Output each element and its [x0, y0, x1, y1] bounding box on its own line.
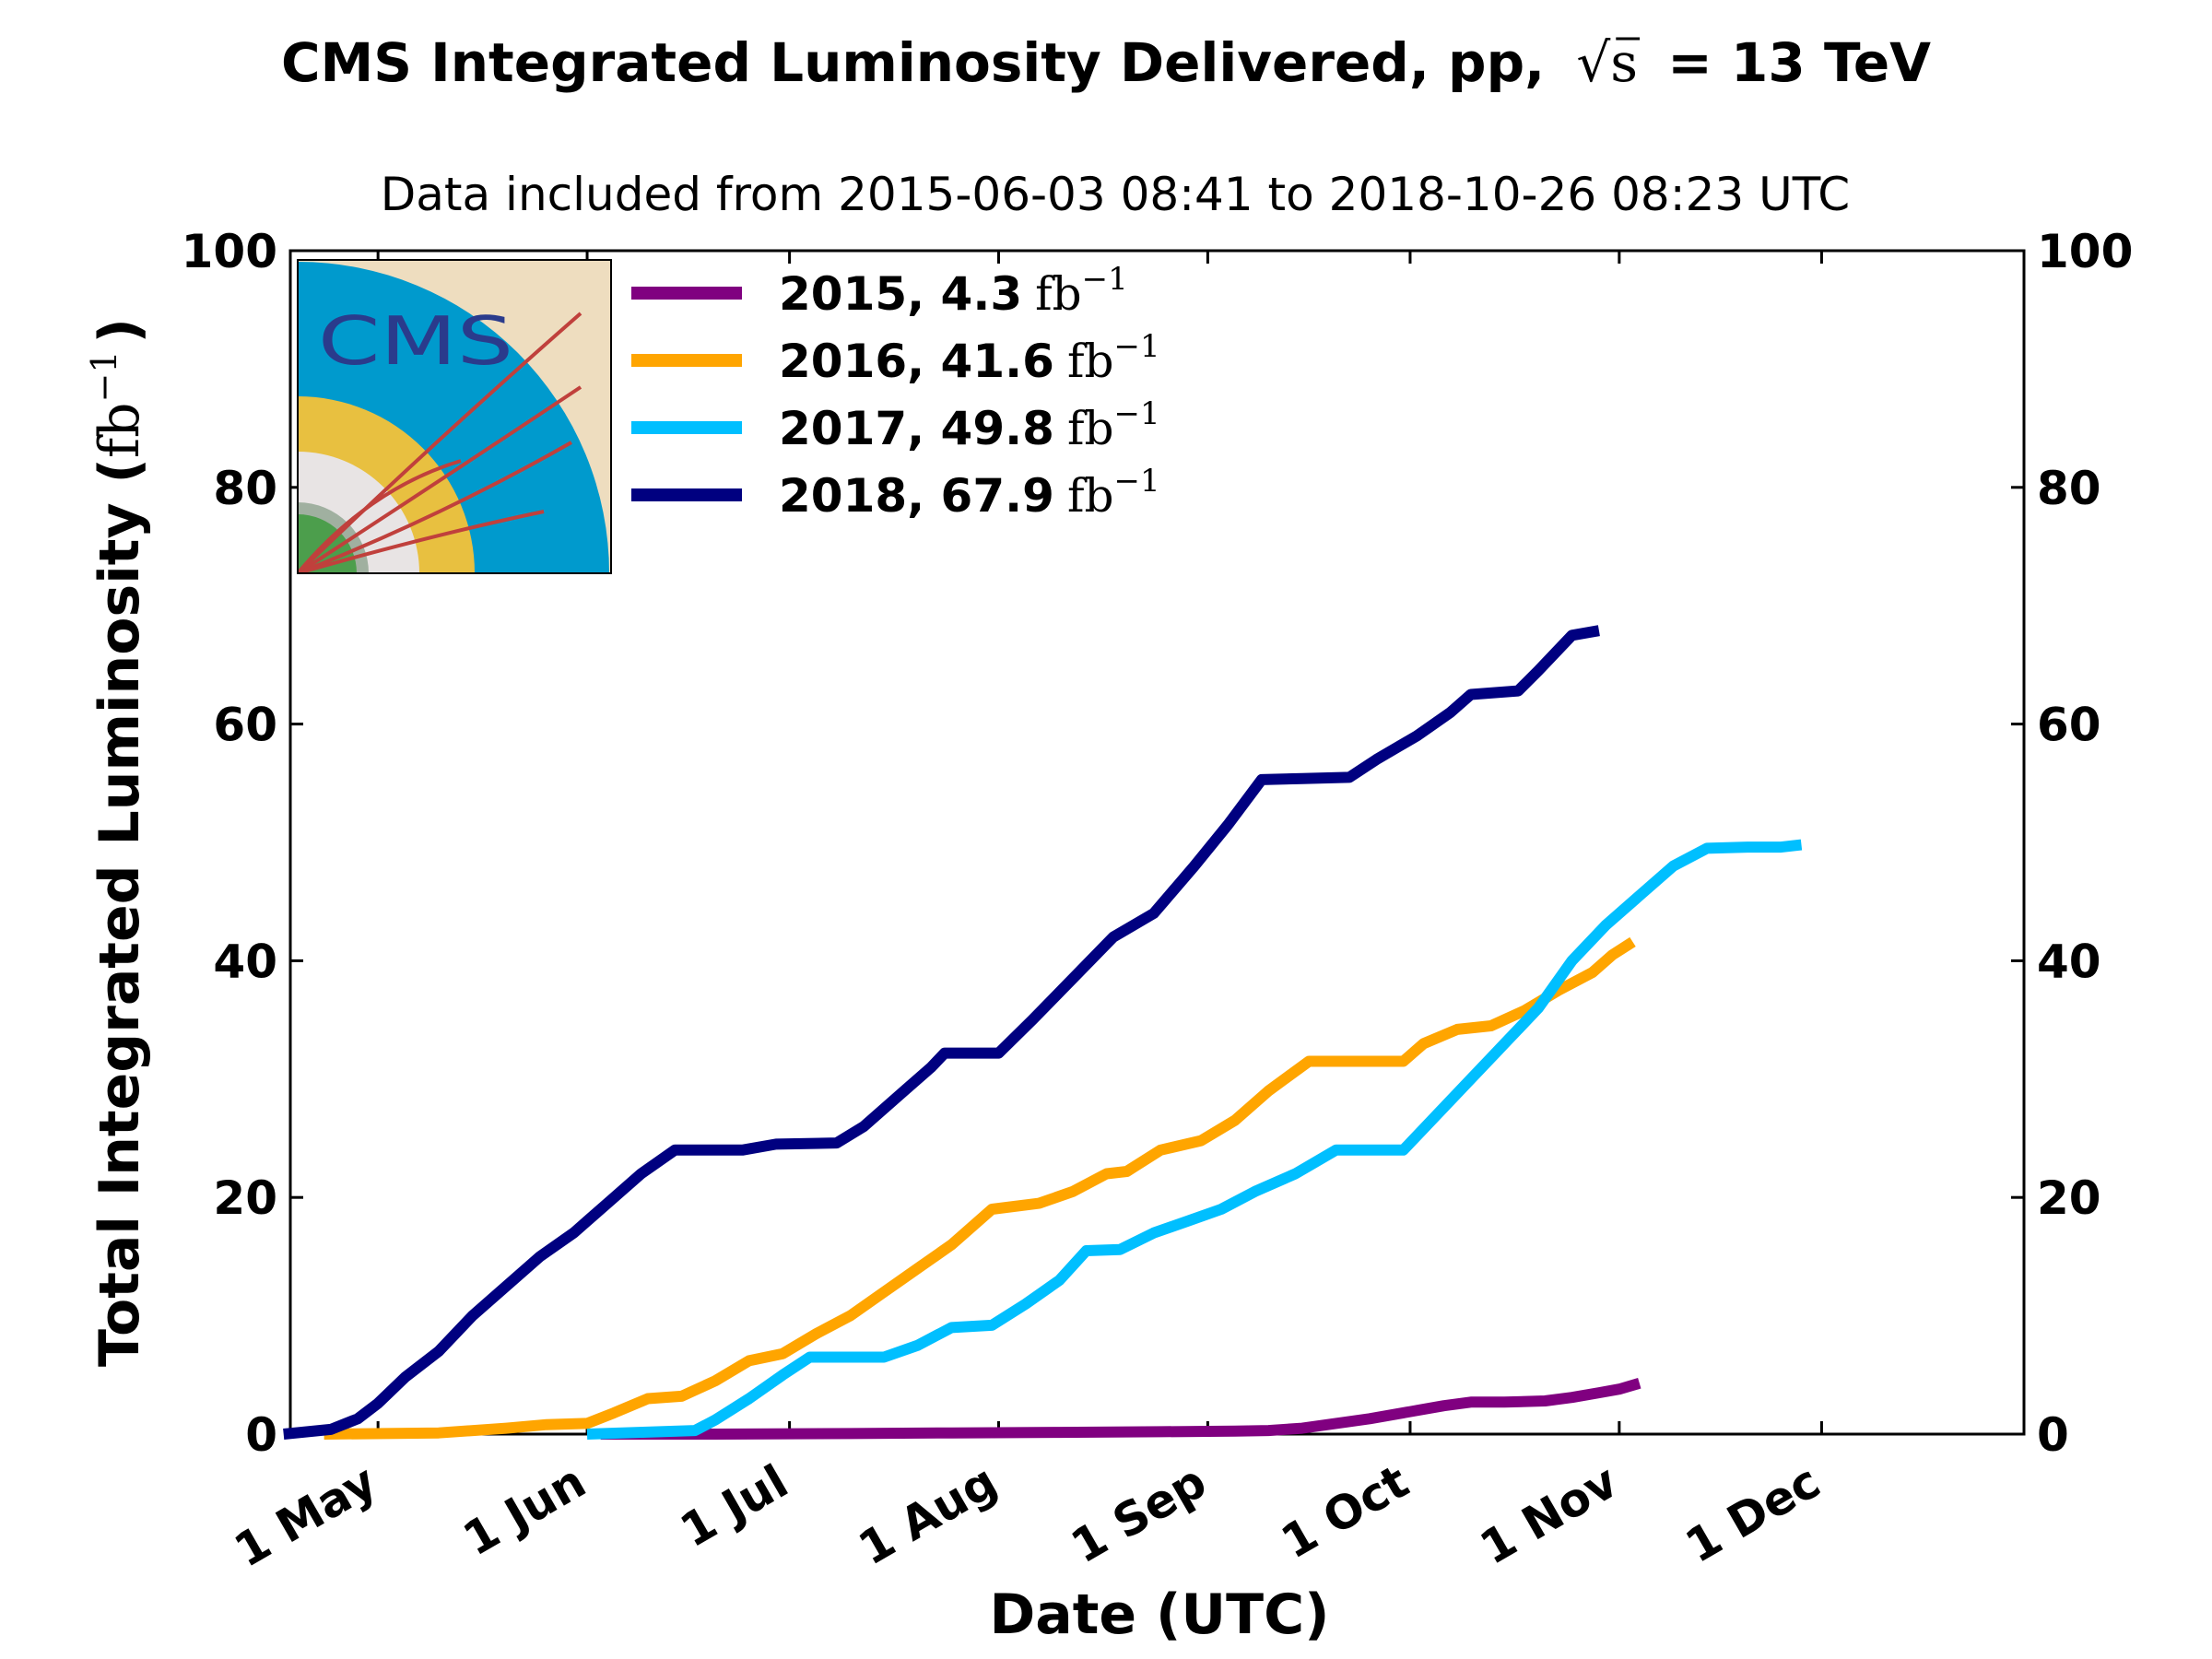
y-tick-label-left: 60 — [213, 699, 277, 752]
legend-label-exp: −1 — [1082, 261, 1128, 298]
y-axis-label-main: Total Integrated Luminosity ( — [88, 458, 152, 1367]
legend-label-unit: fb — [1035, 267, 1082, 321]
y-tick-label-left: 20 — [213, 1171, 277, 1225]
x-tick-label: 1 Jun — [454, 1454, 594, 1566]
legend-label-main: 2016, 41.6 — [779, 335, 1054, 388]
y-tick-label-right: 60 — [2037, 699, 2101, 752]
x-tick-label: 1 Sep — [1063, 1454, 1216, 1573]
y-tick-label-right: 0 — [2037, 1408, 2069, 1462]
legend-label-exp: −1 — [1113, 463, 1159, 500]
chart-title-sqrt: √s — [1576, 31, 1638, 94]
series-line-2015 — [600, 1378, 1641, 1440]
legend-label-exp: −1 — [1113, 328, 1159, 365]
y-axis-label-close: ) — [88, 318, 152, 343]
y-axis: 0 0 20 20 40 40 60 60 80 80 100 100 — [182, 225, 2134, 1462]
series-line-2018 — [283, 625, 1600, 1440]
y-tick-label-left: 80 — [213, 462, 277, 515]
legend-label-main: 2015, 4.3 — [779, 267, 1022, 321]
series-line-2017 — [586, 839, 1803, 1440]
chart-title: CMS Integrated Luminosity Delivered, pp,… — [281, 31, 1931, 94]
y-tick-label-right: 40 — [2037, 935, 2101, 988]
chart-title-main: CMS Integrated Luminosity Delivered, pp, — [281, 31, 1545, 94]
series-lines — [283, 625, 1803, 1440]
legend-label-main: 2017, 49.8 — [779, 402, 1054, 455]
y-axis-label: Total Integrated Luminosity (fb−1) — [84, 318, 152, 1367]
y-tick-label-right: 80 — [2037, 462, 2101, 515]
svg-text:CMS: CMS — [318, 302, 513, 380]
y-tick-label-left: 40 — [213, 935, 277, 988]
y-tick-label-left: 100 — [182, 225, 277, 278]
legend-label-2015: 2015, 4.3 fb−1 — [779, 261, 1128, 321]
x-tick-label: 1 Oct — [1273, 1454, 1418, 1569]
legend-label-exp: −1 — [1113, 395, 1159, 432]
x-tick-label: 1 Nov — [1471, 1454, 1626, 1575]
y-tick-label-left: 0 — [245, 1408, 277, 1462]
legend-label-unit: fb — [1067, 335, 1114, 388]
legend-label-unit: fb — [1067, 402, 1114, 455]
y-tick-label-right: 100 — [2037, 225, 2133, 278]
x-axis-label: Date (UTC) — [989, 1583, 1329, 1647]
chart-subtitle: Data included from 2015-06-03 08:41 to 2… — [381, 168, 1850, 221]
y-axis-label-exp: −1 — [84, 350, 124, 402]
y-tick-label-right: 20 — [2037, 1171, 2101, 1225]
x-tick-label: 1 May — [226, 1454, 385, 1578]
chart-title-energy: = 13 TeV — [1667, 31, 1931, 94]
x-tick-label: 1 Aug — [850, 1454, 1006, 1575]
series-line-2016 — [324, 936, 1636, 1440]
x-tick-label: 1 Jul — [672, 1454, 797, 1558]
cms-logo: CMS — [297, 259, 612, 574]
y-axis-label-unit: fb — [88, 403, 152, 459]
legend-label-2018: 2018, 67.9 fb−1 — [779, 463, 1160, 523]
x-tick-label: 1 Dec — [1677, 1454, 1829, 1573]
legend-label-2017: 2017, 49.8 fb−1 — [779, 395, 1160, 455]
legend-label-unit: fb — [1067, 469, 1114, 523]
legend-label-main: 2018, 67.9 — [779, 469, 1054, 523]
legend-label-2016: 2016, 41.6 fb−1 — [779, 328, 1160, 388]
